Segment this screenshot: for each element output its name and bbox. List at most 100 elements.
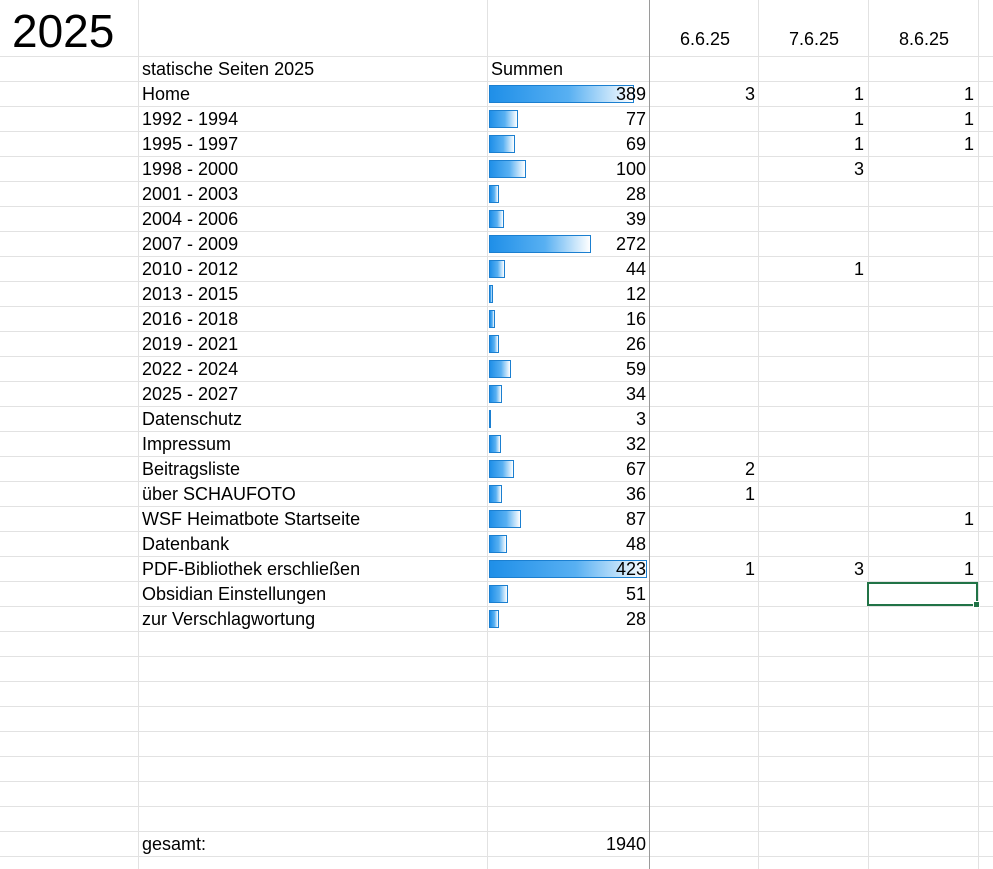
day-count-cell-1[interactable]: 1 bbox=[744, 559, 755, 579]
total-value[interactable]: 1940 bbox=[605, 834, 646, 854]
sums-column-header[interactable]: Summen bbox=[491, 59, 564, 79]
page-label-cell[interactable]: 1998 - 2000 bbox=[142, 159, 239, 179]
page-label-cell[interactable]: 2022 - 2024 bbox=[142, 359, 239, 379]
day-count-cell-1[interactable] bbox=[650, 407, 755, 432]
sum-cell[interactable]: 12 bbox=[625, 284, 646, 304]
sum-cell[interactable]: 28 bbox=[625, 184, 646, 204]
day-count-cell-3[interactable]: 1 bbox=[963, 109, 974, 129]
fill-handle[interactable] bbox=[973, 601, 980, 608]
day-count-cell-2[interactable]: 3 bbox=[853, 159, 864, 179]
day-count-cell-3[interactable] bbox=[869, 607, 974, 632]
day-count-cell-2[interactable] bbox=[759, 332, 864, 357]
date-header-2[interactable]: 7.6.25 bbox=[788, 29, 840, 49]
day-count-cell-3[interactable] bbox=[869, 482, 974, 507]
day-count-cell-3[interactable]: 1 bbox=[963, 134, 974, 154]
day-count-cell-2[interactable] bbox=[759, 282, 864, 307]
sum-cell[interactable]: 39 bbox=[625, 209, 646, 229]
page-label-cell[interactable]: 2007 - 2009 bbox=[142, 234, 239, 254]
sum-cell[interactable]: 51 bbox=[625, 584, 646, 604]
day-count-cell-3[interactable] bbox=[869, 157, 974, 182]
day-count-cell-3[interactable] bbox=[869, 357, 974, 382]
day-count-cell-2[interactable]: 1 bbox=[853, 109, 864, 129]
day-count-cell-2[interactable] bbox=[759, 507, 864, 532]
pages-column-header[interactable]: statische Seiten 2025 bbox=[142, 59, 315, 79]
day-count-cell-1[interactable]: 1 bbox=[744, 484, 755, 504]
day-count-cell-1[interactable]: 2 bbox=[744, 459, 755, 479]
day-count-cell-2[interactable] bbox=[759, 482, 864, 507]
day-count-cell-1[interactable] bbox=[650, 107, 755, 132]
page-label-cell[interactable]: 1995 - 1997 bbox=[142, 134, 239, 154]
day-count-cell-1[interactable] bbox=[650, 382, 755, 407]
day-count-cell-2[interactable] bbox=[759, 407, 864, 432]
page-label-cell[interactable]: über SCHAUFOTO bbox=[142, 484, 296, 504]
day-count-cell-3[interactable] bbox=[869, 407, 974, 432]
day-count-cell-3[interactable] bbox=[869, 332, 974, 357]
page-label-cell[interactable]: 2001 - 2003 bbox=[142, 184, 239, 204]
day-count-cell-2[interactable] bbox=[759, 232, 864, 257]
page-label-cell[interactable]: 2016 - 2018 bbox=[142, 309, 239, 329]
day-count-cell-2[interactable] bbox=[759, 382, 864, 407]
sum-cell[interactable]: 423 bbox=[615, 559, 646, 579]
sum-cell[interactable]: 16 bbox=[625, 309, 646, 329]
page-label-cell[interactable]: PDF-Bibliothek erschließen bbox=[142, 559, 361, 579]
day-count-cell-1[interactable] bbox=[650, 182, 755, 207]
page-label-cell[interactable]: 2004 - 2006 bbox=[142, 209, 239, 229]
day-count-cell-1[interactable] bbox=[650, 257, 755, 282]
selected-cell[interactable] bbox=[867, 582, 980, 608]
day-count-cell-1[interactable] bbox=[650, 582, 755, 607]
day-count-cell-2[interactable]: 1 bbox=[853, 134, 864, 154]
day-count-cell-2[interactable] bbox=[759, 182, 864, 207]
sum-cell[interactable]: 26 bbox=[625, 334, 646, 354]
day-count-cell-2[interactable]: 1 bbox=[853, 84, 864, 104]
day-count-cell-1[interactable] bbox=[650, 607, 755, 632]
day-count-cell-3[interactable] bbox=[869, 432, 974, 457]
day-count-cell-2[interactable] bbox=[759, 207, 864, 232]
day-count-cell-3[interactable] bbox=[869, 232, 974, 257]
sum-cell[interactable]: 36 bbox=[625, 484, 646, 504]
page-label-cell[interactable]: 2025 - 2027 bbox=[142, 384, 239, 404]
day-count-cell-3[interactable] bbox=[869, 182, 974, 207]
page-label-cell[interactable]: 2013 - 2015 bbox=[142, 284, 239, 304]
day-count-cell-3[interactable] bbox=[869, 207, 974, 232]
day-count-cell-2[interactable] bbox=[759, 532, 864, 557]
day-count-cell-2[interactable]: 3 bbox=[853, 559, 864, 579]
sum-cell[interactable]: 3 bbox=[635, 409, 646, 429]
day-count-cell-3[interactable] bbox=[869, 457, 974, 482]
day-count-cell-1[interactable] bbox=[650, 232, 755, 257]
day-count-cell-2[interactable] bbox=[759, 457, 864, 482]
day-count-cell-1[interactable] bbox=[650, 532, 755, 557]
day-count-cell-3[interactable] bbox=[869, 282, 974, 307]
page-label-cell[interactable]: 2010 - 2012 bbox=[142, 259, 239, 279]
page-label-cell[interactable]: WSF Heimatbote Startseite bbox=[142, 509, 361, 529]
day-count-cell-1[interactable] bbox=[650, 207, 755, 232]
day-count-cell-1[interactable] bbox=[650, 307, 755, 332]
day-count-cell-1[interactable] bbox=[650, 132, 755, 157]
day-count-cell-1[interactable] bbox=[650, 157, 755, 182]
date-header-3[interactable]: 8.6.25 bbox=[898, 29, 950, 49]
sum-cell[interactable]: 28 bbox=[625, 609, 646, 629]
sum-cell[interactable]: 69 bbox=[625, 134, 646, 154]
sum-cell[interactable]: 48 bbox=[625, 534, 646, 554]
day-count-cell-1[interactable]: 3 bbox=[744, 84, 755, 104]
page-label-cell[interactable]: zur Verschlagwortung bbox=[142, 609, 316, 629]
date-header-1[interactable]: 6.6.25 bbox=[679, 29, 731, 49]
year-title[interactable]: 2025 bbox=[12, 5, 115, 57]
day-count-cell-1[interactable] bbox=[650, 432, 755, 457]
day-count-cell-1[interactable] bbox=[650, 282, 755, 307]
day-count-cell-3[interactable]: 1 bbox=[963, 559, 974, 579]
sum-cell[interactable]: 77 bbox=[625, 109, 646, 129]
page-label-cell[interactable]: 1992 - 1994 bbox=[142, 109, 239, 129]
day-count-cell-1[interactable] bbox=[650, 332, 755, 357]
sum-cell[interactable]: 272 bbox=[615, 234, 646, 254]
page-label-cell[interactable]: Obsidian Einstellungen bbox=[142, 584, 327, 604]
page-label-cell[interactable]: Impressum bbox=[142, 434, 232, 454]
page-label-cell[interactable]: Home bbox=[142, 84, 191, 104]
day-count-cell-1[interactable] bbox=[650, 357, 755, 382]
day-count-cell-3[interactable]: 1 bbox=[963, 84, 974, 104]
day-count-cell-2[interactable] bbox=[759, 432, 864, 457]
sum-cell[interactable]: 67 bbox=[625, 459, 646, 479]
page-label-cell[interactable]: Datenbank bbox=[142, 534, 230, 554]
day-count-cell-3[interactable]: 1 bbox=[963, 509, 974, 529]
day-count-cell-2[interactable] bbox=[759, 357, 864, 382]
